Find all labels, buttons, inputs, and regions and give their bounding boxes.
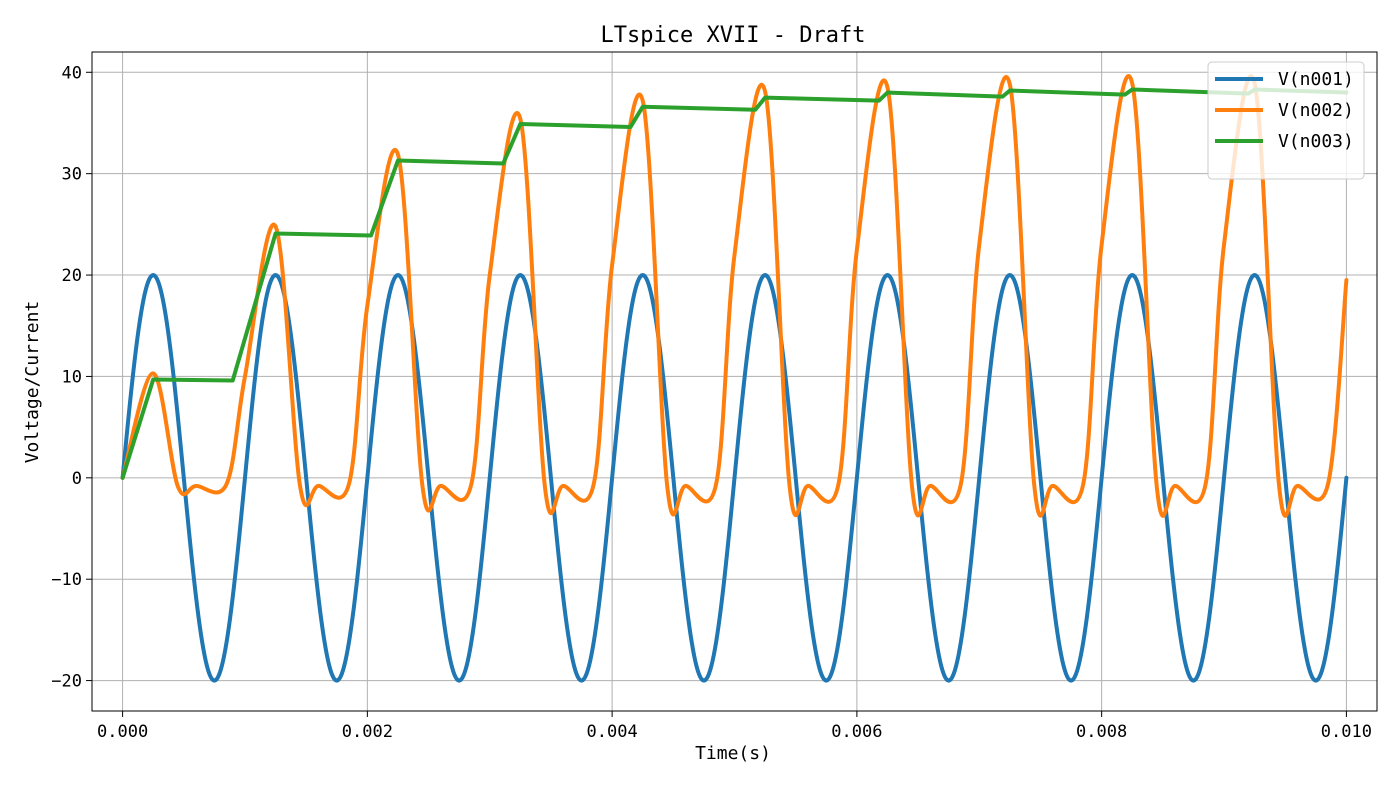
x-axis-label: Time(s) — [695, 743, 771, 764]
y-tick-label: −20 — [51, 672, 82, 692]
x-tick-label: 0.006 — [831, 722, 882, 742]
y-axis-label: Voltage/Current — [22, 301, 43, 464]
x-tick-label: 0.004 — [587, 722, 638, 742]
series-line-v-n003 — [120, 87, 1349, 480]
y-axis: −20 −10 0 10 20 30 40 — [51, 63, 92, 692]
y-tick-label: 40 — [62, 63, 82, 83]
series-line-v-n002 — [120, 74, 1349, 518]
x-tick-label: 0.002 — [342, 722, 393, 742]
legend-label: V(n001) — [1278, 69, 1354, 90]
chart-title: LTspice XVII - Draft — [601, 23, 866, 48]
y-tick-label: 30 — [62, 165, 82, 185]
grid-lines — [92, 52, 1377, 711]
series-line-v-n001 — [120, 273, 1349, 683]
series-layer — [120, 74, 1349, 683]
legend-box — [1207, 61, 1365, 180]
y-tick-label: −10 — [51, 570, 82, 590]
x-axis: 0.000 0.002 0.004 0.006 0.008 0.010 — [97, 711, 1372, 742]
y-tick-label: 0 — [72, 469, 82, 489]
y-tick-label: 10 — [62, 367, 82, 387]
x-tick-label: 0.008 — [1076, 722, 1127, 742]
plot-frame — [91, 51, 1378, 712]
legend-label: V(n003) — [1278, 131, 1354, 152]
y-tick-label: 20 — [62, 266, 82, 286]
legend-label: V(n002) — [1278, 100, 1354, 121]
legend: V(n001) V(n002) V(n003) — [1207, 61, 1365, 180]
x-tick-label: 0.010 — [1321, 722, 1372, 742]
x-tick-label: 0.000 — [97, 722, 148, 742]
